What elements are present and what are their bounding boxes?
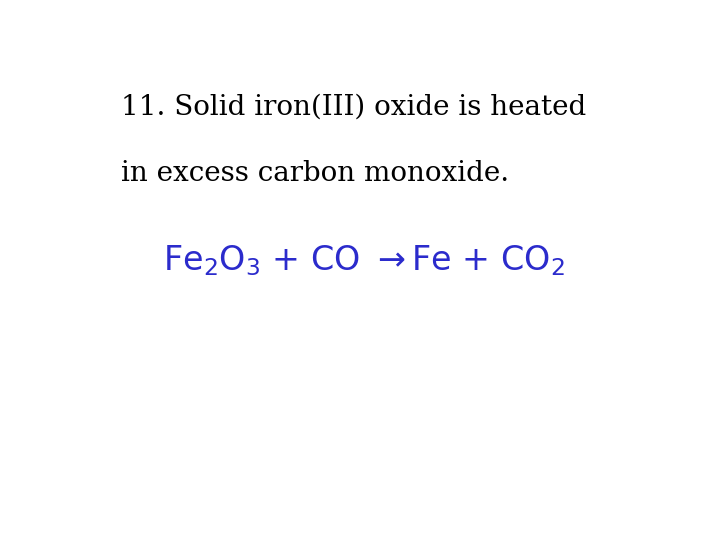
Text: in excess carbon monoxide.: in excess carbon monoxide. — [121, 160, 509, 187]
Text: Fe$_2$O$_3$ + CO $\rightarrow$Fe + CO$_2$: Fe$_2$O$_3$ + CO $\rightarrow$Fe + CO$_2… — [163, 244, 564, 278]
Text: 11. Solid iron(III) oxide is heated: 11. Solid iron(III) oxide is heated — [121, 94, 586, 121]
